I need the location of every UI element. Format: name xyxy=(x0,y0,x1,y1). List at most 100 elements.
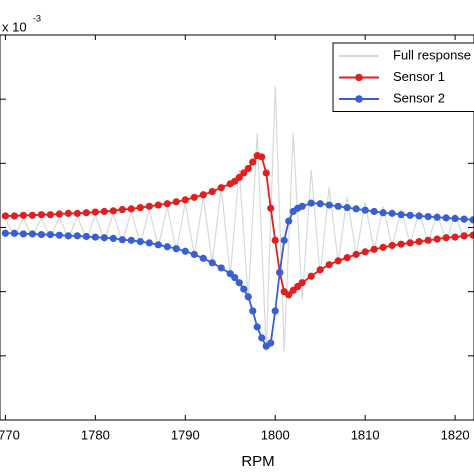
data-point xyxy=(361,248,369,256)
data-point xyxy=(64,232,72,240)
data-point xyxy=(244,293,252,301)
data-point xyxy=(316,200,324,208)
data-point xyxy=(334,257,342,265)
data-point xyxy=(258,153,266,161)
data-point xyxy=(370,207,378,216)
data-point xyxy=(397,240,405,248)
data-point xyxy=(424,212,432,221)
data-point xyxy=(1,212,9,220)
data-point xyxy=(19,230,27,238)
data-point xyxy=(285,291,293,299)
legend-marker xyxy=(355,73,363,82)
data-point xyxy=(424,236,432,244)
data-point xyxy=(82,232,90,241)
data-point xyxy=(127,205,135,213)
data-point xyxy=(37,230,45,239)
data-point xyxy=(100,234,108,242)
data-point xyxy=(163,200,171,208)
data-point xyxy=(415,212,423,220)
data-point xyxy=(91,233,99,241)
data-point xyxy=(352,250,360,259)
data-point xyxy=(199,191,207,199)
data-point xyxy=(154,241,162,249)
legend-label: Sensor 2 xyxy=(393,90,445,105)
data-point xyxy=(145,202,153,210)
data-point xyxy=(208,259,216,267)
legend-label: Full response xyxy=(393,47,471,62)
x-tick-label: 1820 xyxy=(441,427,470,442)
data-point xyxy=(370,245,378,253)
data-point xyxy=(253,323,261,331)
x-tick-label: 1770 xyxy=(0,427,20,442)
data-point xyxy=(442,234,450,242)
x-tick-label: 1790 xyxy=(171,427,200,442)
data-point xyxy=(325,261,333,269)
x-tick-label: 1800 xyxy=(261,427,290,442)
data-point xyxy=(127,236,135,244)
data-point xyxy=(280,236,288,244)
data-point xyxy=(388,241,396,250)
data-point xyxy=(307,272,315,280)
data-point xyxy=(244,164,252,173)
data-point xyxy=(406,211,414,219)
data-point xyxy=(64,209,72,217)
data-point xyxy=(28,211,36,219)
data-point xyxy=(285,217,293,225)
data-point xyxy=(276,268,284,277)
x-axis-label: RPM xyxy=(241,453,274,470)
data-point xyxy=(136,238,144,246)
data-point xyxy=(172,198,180,206)
data-point xyxy=(46,211,54,219)
data-point xyxy=(343,204,351,212)
data-point xyxy=(19,211,27,219)
data-point xyxy=(55,231,63,239)
data-point xyxy=(406,239,414,247)
data-point xyxy=(433,213,441,221)
data-point xyxy=(217,184,225,192)
data-point xyxy=(91,208,99,216)
data-point xyxy=(361,206,369,214)
data-point xyxy=(388,209,396,217)
scale-exponent: -3 xyxy=(33,13,41,23)
plot-frame xyxy=(0,34,474,421)
data-point xyxy=(100,207,108,216)
data-point xyxy=(325,201,333,209)
data-point xyxy=(352,205,360,213)
data-point xyxy=(379,209,387,217)
data-point xyxy=(397,211,405,219)
data-point xyxy=(271,236,279,244)
data-point xyxy=(298,279,306,287)
data-point xyxy=(172,245,180,253)
data-point xyxy=(136,204,144,212)
data-point xyxy=(118,205,126,214)
x-tick-label: 1780 xyxy=(81,427,110,442)
data-point xyxy=(460,215,468,223)
data-point xyxy=(271,307,279,315)
data-point xyxy=(235,173,243,182)
data-point xyxy=(307,199,315,207)
data-point xyxy=(163,243,171,251)
data-point xyxy=(46,230,54,239)
data-point xyxy=(10,229,18,237)
data-point xyxy=(181,247,189,255)
series-line xyxy=(4,86,474,352)
data-point xyxy=(181,196,189,204)
legend-label: Sensor 1 xyxy=(393,69,445,84)
data-point xyxy=(334,202,342,210)
data-point xyxy=(118,236,126,244)
data-point xyxy=(235,279,243,287)
data-point xyxy=(190,193,198,201)
data-point xyxy=(267,339,275,347)
data-point xyxy=(73,209,81,217)
data-point xyxy=(145,239,153,247)
data-point xyxy=(10,212,18,220)
data-point xyxy=(217,264,225,272)
data-point xyxy=(240,285,248,293)
data-point xyxy=(298,202,306,210)
data-point xyxy=(460,232,468,240)
data-point xyxy=(55,210,63,218)
data-point xyxy=(109,207,117,215)
data-point xyxy=(469,231,474,239)
data-point xyxy=(442,214,450,222)
